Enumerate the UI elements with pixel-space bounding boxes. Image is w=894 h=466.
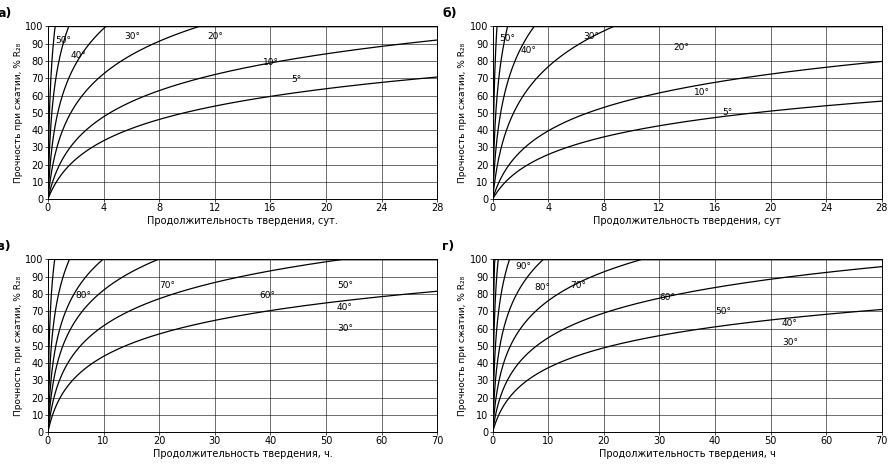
X-axis label: Продолжительность твердения, ч.: Продолжительность твердения, ч. [153, 449, 332, 459]
Text: в): в) [0, 240, 11, 253]
Text: 60°: 60° [659, 293, 675, 302]
Text: 70°: 70° [569, 281, 586, 290]
Text: а): а) [0, 7, 12, 20]
Text: 50°: 50° [337, 281, 352, 290]
Text: 30°: 30° [781, 338, 797, 347]
Y-axis label: Прочность при сжатии, % R₂₈: Прочность при сжатии, % R₂₈ [13, 43, 22, 183]
Y-axis label: Прочность при сжатии, % R₂₈: Прочность при сжатии, % R₂₈ [13, 276, 22, 416]
Y-axis label: Прочность при сжатии, % R₂₈: Прочность при сжатии, % R₂₈ [458, 43, 467, 183]
Text: 20°: 20° [207, 32, 224, 41]
Text: 70°: 70° [159, 281, 175, 290]
Text: 80°: 80° [534, 282, 550, 292]
X-axis label: Продолжительность твердения, ч: Продолжительность твердения, ч [598, 449, 775, 459]
X-axis label: Продолжительность твердения, сут: Продолжительность твердения, сут [593, 216, 780, 226]
Text: 40°: 40° [70, 51, 86, 60]
Text: 50°: 50° [714, 307, 730, 316]
Text: 40°: 40° [781, 319, 797, 328]
Y-axis label: Прочность при сжатии, % R₂₈: Прочность при сжатии, % R₂₈ [458, 276, 467, 416]
Text: 10°: 10° [694, 88, 710, 96]
Text: 90°: 90° [514, 262, 530, 271]
Text: 20°: 20° [672, 43, 688, 52]
Text: 5°: 5° [721, 108, 731, 117]
Text: г): г) [442, 240, 454, 253]
Text: 10°: 10° [263, 58, 279, 67]
Text: 30°: 30° [337, 324, 352, 333]
Text: 80°: 80° [76, 291, 91, 300]
Text: 30°: 30° [582, 32, 598, 41]
Text: 50°: 50° [55, 36, 71, 45]
Text: 60°: 60° [259, 291, 275, 300]
Text: б): б) [442, 7, 456, 20]
Text: 40°: 40° [520, 46, 536, 55]
Text: 50°: 50° [499, 34, 515, 43]
Text: 5°: 5° [291, 75, 301, 84]
Text: 30°: 30° [124, 32, 140, 41]
Text: 40°: 40° [337, 303, 352, 312]
X-axis label: Продолжительность твердения, сут.: Продолжительность твердения, сут. [147, 216, 338, 226]
